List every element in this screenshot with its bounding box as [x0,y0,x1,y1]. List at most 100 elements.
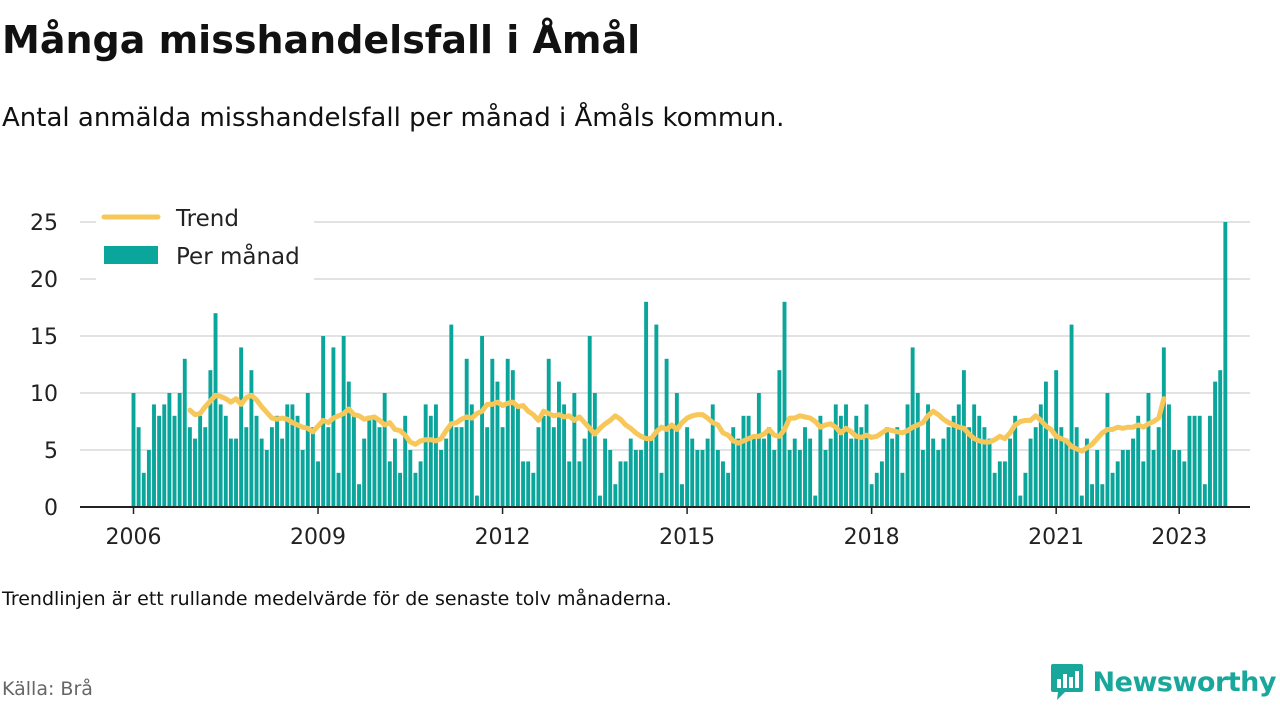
bar [295,415,300,507]
bar [926,404,930,507]
bar [710,404,715,507]
bar [418,461,423,507]
bar [377,427,382,507]
bar [1172,450,1177,507]
bar [1008,438,1012,507]
bar [767,427,772,507]
bar [1105,393,1110,507]
bar [982,427,987,507]
bar [408,450,413,507]
bar [254,415,259,507]
bar [557,381,561,507]
bar [787,450,792,507]
bar [285,404,290,507]
bar [1208,415,1212,507]
bar [536,427,541,507]
bar [1187,415,1192,507]
y-tick-label: 0 [44,496,58,521]
y-tick-label: 5 [44,439,58,464]
bar [433,404,438,507]
bar [890,438,895,507]
bar [700,450,705,507]
bar [382,393,387,507]
bar [516,404,520,507]
bar [505,358,510,507]
bar [669,427,674,507]
bar [1213,381,1218,507]
bar [885,427,889,507]
bar [546,358,551,507]
bar [203,427,208,507]
bar [695,450,700,507]
x-tick-label: 2009 [290,525,346,550]
bar [136,427,141,507]
x-tick-label: 2006 [106,525,162,550]
bar [469,404,474,507]
bar [341,336,346,507]
bar [218,404,223,507]
bar [275,415,279,507]
chart-footnote: Trendlinjen är ett rullande medelvärde f… [2,588,672,610]
bar [992,472,997,507]
bar [680,484,684,507]
x-tick-label: 2023 [1151,525,1207,550]
bar [818,415,823,507]
bar [208,370,213,507]
bar [223,415,228,507]
bar [244,427,249,507]
bar [1023,472,1028,507]
bar [721,461,725,507]
bar [423,404,428,507]
bar [1120,450,1125,507]
bar [736,438,741,507]
bar [705,438,710,507]
bar [541,415,546,507]
x-tick-label: 2012 [475,525,531,550]
bar [874,472,879,507]
bar [474,495,479,507]
bar [490,358,495,507]
bar-chart-speech-bubble-icon [1050,664,1083,700]
bar [1192,415,1197,507]
chart-legend: Trend Per månad [96,206,314,288]
bar [290,404,295,507]
bar [803,427,807,507]
bar [603,438,608,507]
bar [849,438,854,507]
bar [961,370,966,507]
bar [582,438,587,507]
bar [905,404,910,507]
bar [823,450,828,507]
bar [357,484,361,507]
bar [326,427,331,507]
brand-logo[interactable]: Newsworthy [1049,662,1277,702]
bar [1064,438,1069,507]
bar [956,404,961,507]
bar [362,438,367,507]
bar [249,370,254,507]
bar [157,415,162,507]
bar [577,461,582,507]
bar [1049,438,1053,507]
bar [264,450,269,507]
bar [997,461,1002,507]
x-tick-label: 2021 [1028,525,1084,550]
bar [162,404,167,507]
bar [269,427,274,507]
bar [690,438,695,507]
y-tick-label: 15 [30,325,58,350]
bar [500,427,505,507]
bar [951,415,956,507]
bar [351,415,356,507]
bar [336,472,341,507]
bar [146,450,151,507]
x-tick-label: 2015 [659,525,715,550]
legend-bar-swatch [104,246,158,264]
bar [1202,484,1207,507]
bar [1084,438,1089,507]
bar [234,438,238,507]
bar [300,450,305,507]
bar [141,472,146,507]
bar [618,461,623,507]
